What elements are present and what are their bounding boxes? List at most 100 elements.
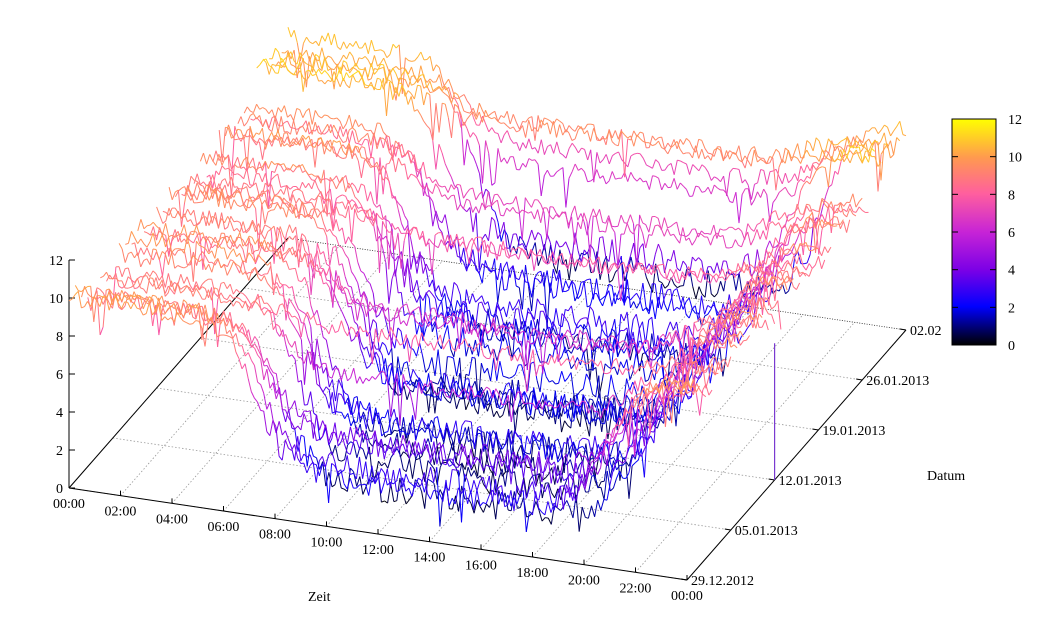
series-segment xyxy=(509,265,514,278)
series-segment xyxy=(862,144,866,149)
series-segment xyxy=(277,130,282,141)
series-segment xyxy=(358,138,362,143)
series-segment xyxy=(255,182,260,195)
series-segment xyxy=(834,216,838,218)
series-segment xyxy=(796,267,801,277)
series-segment xyxy=(505,247,510,257)
series-segment xyxy=(586,130,591,142)
series-segment xyxy=(441,185,446,188)
series-segment xyxy=(679,260,684,272)
series-segment xyxy=(543,169,548,176)
series-segment xyxy=(438,103,443,133)
series-segment xyxy=(649,166,653,169)
series-segment xyxy=(531,147,536,150)
series-segment xyxy=(398,157,403,166)
series-segment xyxy=(322,336,327,341)
day-series xyxy=(281,47,901,200)
series-segment xyxy=(549,321,554,337)
series-segment xyxy=(413,85,418,100)
series-segment xyxy=(546,207,551,217)
series-segment xyxy=(831,142,835,146)
series-segment xyxy=(858,206,863,211)
series-segment xyxy=(264,199,269,209)
series-segment xyxy=(602,236,607,258)
series-segment xyxy=(761,297,766,309)
series-segment xyxy=(351,182,356,187)
series-segment xyxy=(285,260,290,270)
series-segment xyxy=(670,353,674,356)
series-segment xyxy=(301,201,306,217)
series-segment xyxy=(623,359,628,369)
series-segment xyxy=(790,255,795,267)
series-segment xyxy=(546,206,551,240)
series-segment xyxy=(390,362,395,384)
series-segment xyxy=(351,130,356,144)
series-segment xyxy=(531,127,536,132)
series-segment xyxy=(611,130,616,139)
series-segment xyxy=(509,301,514,311)
series-segment xyxy=(503,110,508,118)
series-segment xyxy=(583,249,588,255)
series-segment xyxy=(346,84,350,89)
series-segment xyxy=(218,165,223,175)
series-segment xyxy=(469,111,474,116)
series-segment xyxy=(438,188,443,197)
series-segment xyxy=(553,265,558,274)
series-segment xyxy=(574,333,579,338)
series-segment xyxy=(596,293,600,301)
series-segment xyxy=(366,280,371,285)
series-segment xyxy=(617,330,622,336)
series-segment xyxy=(827,246,832,253)
series-segment xyxy=(434,232,439,236)
series-segment xyxy=(484,244,489,254)
series-segment xyxy=(760,188,765,198)
series-segment xyxy=(707,309,712,315)
series-segment xyxy=(230,176,235,188)
series-segment xyxy=(434,382,439,385)
series-segment xyxy=(623,266,628,277)
series-segment xyxy=(193,235,198,244)
series-segment xyxy=(469,107,474,114)
series-segment xyxy=(698,286,703,295)
series-segment xyxy=(762,271,767,275)
y-tick xyxy=(680,578,688,581)
series-segment xyxy=(487,267,492,272)
series-segment xyxy=(731,227,736,231)
y-axis-line xyxy=(68,237,289,489)
series-segment xyxy=(715,273,720,279)
series-segment xyxy=(537,199,542,205)
series-segment xyxy=(469,293,474,304)
series-segment xyxy=(843,221,848,233)
series-segment xyxy=(605,130,610,140)
series-segment xyxy=(395,140,399,145)
series-segment xyxy=(410,151,415,160)
series-segment xyxy=(483,432,488,462)
series-segment xyxy=(414,56,419,62)
series-segment xyxy=(561,309,566,327)
series-segment xyxy=(165,235,170,257)
series-segment xyxy=(611,141,616,146)
series-segment xyxy=(669,268,674,274)
series-segment xyxy=(165,207,170,221)
series-segment xyxy=(725,269,730,278)
series-segment xyxy=(488,269,492,273)
series-segment xyxy=(301,201,306,208)
series-segment xyxy=(498,443,503,455)
series-segment xyxy=(472,212,477,233)
series-segment xyxy=(291,250,296,256)
series-segment xyxy=(493,253,498,256)
series-segment xyxy=(325,339,330,356)
series-segment xyxy=(162,210,167,213)
series-segment xyxy=(648,216,653,233)
series-segment xyxy=(787,229,792,234)
series-segment xyxy=(190,233,194,236)
series-segment xyxy=(818,158,823,166)
series-segment xyxy=(385,135,390,151)
series-segment xyxy=(341,285,346,293)
series-segment xyxy=(432,201,437,215)
series-segment xyxy=(688,229,693,235)
series-segment xyxy=(651,299,656,319)
series-segment xyxy=(388,231,392,233)
series-segment xyxy=(183,238,188,245)
series-segment xyxy=(248,237,253,255)
